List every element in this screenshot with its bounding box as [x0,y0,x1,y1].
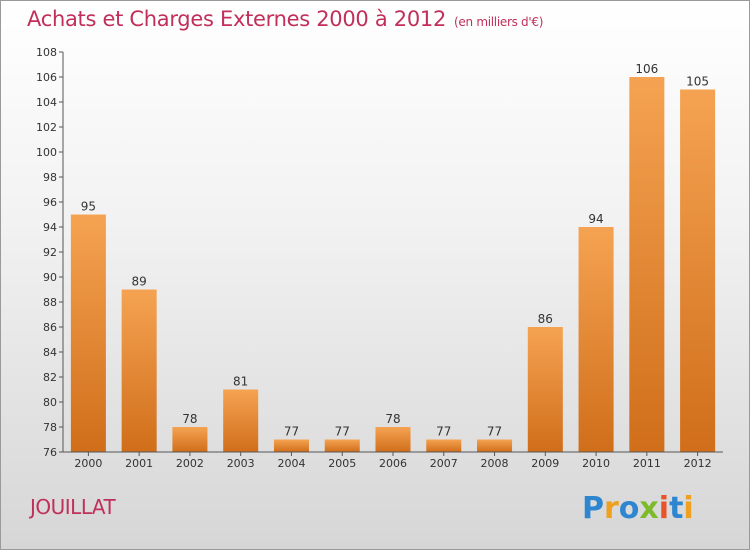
bar-2007 [426,439,462,452]
data-label: 95 [81,200,96,214]
y-tick-label: 92 [43,246,57,259]
data-label: 77 [284,425,299,439]
y-tick-label: 100 [36,146,57,159]
data-label: 105 [686,75,709,89]
x-axis: 2000 2001 2002 2003 2004 2005 2006 2007 2008 2009… [63,451,723,470]
bar-2004 [273,439,309,452]
chart-title-text: Achats et Charges Externes 2000 à 2012 [27,7,447,31]
y-axis: 76 78 80 82 84 86 88 90 92 94 96 98 100 102 104 106 108 [36,46,64,459]
data-label: 86 [538,312,553,326]
y-tick-label: 76 [43,446,57,459]
bar-2012 [680,89,716,452]
x-tick-label: 2001 [125,457,153,470]
y-tick-label: 108 [36,46,57,59]
x-tick-label: 2004 [277,457,305,470]
y-tick-label: 88 [43,296,57,309]
data-label: 78 [385,412,400,426]
place-name: JOUILLAT [30,495,116,519]
data-label: 77 [436,425,451,439]
x-tick-label: 2007 [430,457,458,470]
y-tick-label: 106 [36,71,57,84]
chart-unit: (en milliers d'€) [454,15,544,29]
y-tick-label: 90 [43,271,57,284]
data-label: 106 [635,62,658,76]
data-label: 89 [132,275,147,289]
bar-2008 [477,439,513,452]
y-tick-label: 84 [43,346,57,359]
bar-2010 [578,227,614,452]
data-label: 81 [233,375,248,389]
y-tick-label: 80 [43,396,57,409]
x-tick-label: 2002 [176,457,204,470]
y-tick-label: 78 [43,421,57,434]
bar-2000 [70,214,106,452]
bar-2003 [223,389,259,452]
x-tick-label: 2006 [379,457,407,470]
data-label: 77 [487,425,502,439]
bar-2006 [375,427,411,452]
bar-2001 [121,289,157,452]
bar-2009 [527,327,563,452]
bar-2002 [172,427,208,452]
x-tick-label: 2010 [582,457,610,470]
x-tick-label: 2005 [328,457,356,470]
y-tick-label: 104 [36,96,57,109]
chart-title: Achats et Charges Externes 2000 à 2012 (e… [27,7,543,31]
x-tick-label: 2011 [633,457,661,470]
bar-2005 [324,439,360,452]
bar-2011 [629,77,665,452]
data-label: 94 [588,212,603,226]
y-tick-label: 98 [43,171,57,184]
y-tick-label: 102 [36,121,57,134]
x-tick-label: 2008 [481,457,509,470]
y-tick-label: 82 [43,371,57,384]
x-tick-label: 2009 [531,457,559,470]
bars: 95 89 78 81 77 77 78 77 77 86 94 106 105 [70,62,716,452]
y-tick-label: 96 [43,196,57,209]
proxiti-logo: Proxiti [582,491,692,526]
data-label: 78 [182,412,197,426]
x-tick-label: 2012 [684,457,712,470]
svg-text:Proxiti: Proxiti [582,491,692,526]
y-tick-label: 94 [43,221,57,234]
x-tick-label: 2003 [227,457,255,470]
x-tick-label: 2000 [74,457,102,470]
y-tick-label: 86 [43,321,57,334]
data-label: 77 [335,425,350,439]
